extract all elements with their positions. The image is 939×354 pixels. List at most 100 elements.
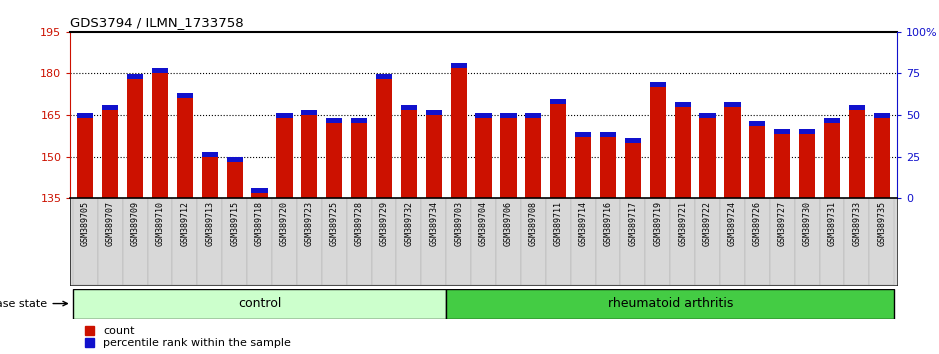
Text: GSM389730: GSM389730 xyxy=(803,201,811,246)
Bar xyxy=(396,198,422,285)
Text: GSM389735: GSM389735 xyxy=(877,201,886,246)
Bar xyxy=(824,124,840,198)
Bar xyxy=(346,198,372,285)
Bar xyxy=(674,107,691,198)
Bar xyxy=(844,198,870,285)
Bar xyxy=(745,198,770,285)
Bar xyxy=(276,118,293,198)
Bar xyxy=(177,93,193,98)
Bar xyxy=(749,121,765,126)
Bar xyxy=(724,107,741,198)
Bar xyxy=(873,113,890,118)
Bar xyxy=(123,198,147,285)
Bar xyxy=(446,198,471,285)
Text: GSM389709: GSM389709 xyxy=(131,201,140,246)
Bar xyxy=(247,198,272,285)
Text: GSM389717: GSM389717 xyxy=(628,201,638,246)
Bar xyxy=(301,110,317,115)
Bar xyxy=(521,198,546,285)
Bar xyxy=(525,118,542,198)
Text: GSM389721: GSM389721 xyxy=(678,201,687,246)
Text: GSM389711: GSM389711 xyxy=(554,201,562,246)
Bar xyxy=(575,132,592,137)
Bar xyxy=(98,198,123,285)
Bar xyxy=(451,68,467,198)
Bar xyxy=(695,198,720,285)
Bar xyxy=(451,63,467,68)
Bar xyxy=(127,79,144,198)
Bar xyxy=(600,132,616,137)
Bar xyxy=(77,118,94,198)
Text: GSM389733: GSM389733 xyxy=(853,201,861,246)
Text: GSM389732: GSM389732 xyxy=(405,201,413,246)
Text: rheumatoid arthritis: rheumatoid arthritis xyxy=(608,297,733,310)
Text: GSM389720: GSM389720 xyxy=(280,201,289,246)
Text: GSM389724: GSM389724 xyxy=(728,201,737,246)
Bar xyxy=(376,79,393,198)
Bar xyxy=(546,198,571,285)
Bar xyxy=(202,157,218,198)
Bar xyxy=(496,198,521,285)
Text: GSM389722: GSM389722 xyxy=(703,201,712,246)
Bar xyxy=(624,143,641,198)
Bar xyxy=(326,118,343,124)
Bar xyxy=(152,74,168,198)
Bar xyxy=(147,198,173,285)
Bar xyxy=(650,87,666,198)
Bar xyxy=(471,198,496,285)
Text: GSM389728: GSM389728 xyxy=(355,201,363,246)
Bar xyxy=(376,74,393,79)
Bar xyxy=(197,198,223,285)
Bar xyxy=(425,115,442,198)
Text: GSM389723: GSM389723 xyxy=(305,201,314,246)
Bar xyxy=(73,198,98,285)
Text: GSM389726: GSM389726 xyxy=(753,201,762,246)
Bar xyxy=(73,289,446,319)
Text: GSM389716: GSM389716 xyxy=(604,201,612,246)
Bar xyxy=(152,68,168,74)
Bar xyxy=(774,130,791,135)
Text: GSM389714: GSM389714 xyxy=(578,201,588,246)
Bar xyxy=(177,98,193,198)
Bar xyxy=(127,74,144,79)
Bar xyxy=(700,113,716,118)
Bar xyxy=(301,115,317,198)
Bar xyxy=(252,193,268,198)
Text: GSM389712: GSM389712 xyxy=(180,201,190,246)
Bar xyxy=(372,198,396,285)
Bar xyxy=(550,104,566,198)
Text: GSM389710: GSM389710 xyxy=(156,201,164,246)
Bar xyxy=(774,135,791,198)
Bar xyxy=(422,198,446,285)
Bar xyxy=(223,198,247,285)
Bar xyxy=(720,198,745,285)
Text: GDS3794 / ILMN_1733758: GDS3794 / ILMN_1733758 xyxy=(70,16,244,29)
Text: GSM389734: GSM389734 xyxy=(429,201,439,246)
Bar xyxy=(670,198,695,285)
Bar xyxy=(173,198,197,285)
Text: GSM389729: GSM389729 xyxy=(379,201,389,246)
Text: control: control xyxy=(238,297,282,310)
Bar xyxy=(873,118,890,198)
Bar xyxy=(202,152,218,157)
Text: GSM389727: GSM389727 xyxy=(777,201,787,246)
Bar xyxy=(849,104,865,109)
Bar xyxy=(870,198,894,285)
Bar xyxy=(500,113,516,118)
Text: GSM389703: GSM389703 xyxy=(454,201,463,246)
Legend: count, percentile rank within the sample: count, percentile rank within the sample xyxy=(85,326,291,348)
Bar xyxy=(621,198,645,285)
Text: GSM389715: GSM389715 xyxy=(230,201,239,246)
Bar xyxy=(674,102,691,107)
Bar xyxy=(226,157,243,162)
Text: GSM389706: GSM389706 xyxy=(504,201,513,246)
Text: GSM389725: GSM389725 xyxy=(330,201,339,246)
Bar xyxy=(525,113,542,118)
Bar xyxy=(749,126,765,198)
Bar xyxy=(446,289,894,319)
Text: GSM389718: GSM389718 xyxy=(255,201,264,246)
Text: GSM389719: GSM389719 xyxy=(654,201,662,246)
Bar xyxy=(326,124,343,198)
Bar xyxy=(272,198,297,285)
Bar xyxy=(276,113,293,118)
